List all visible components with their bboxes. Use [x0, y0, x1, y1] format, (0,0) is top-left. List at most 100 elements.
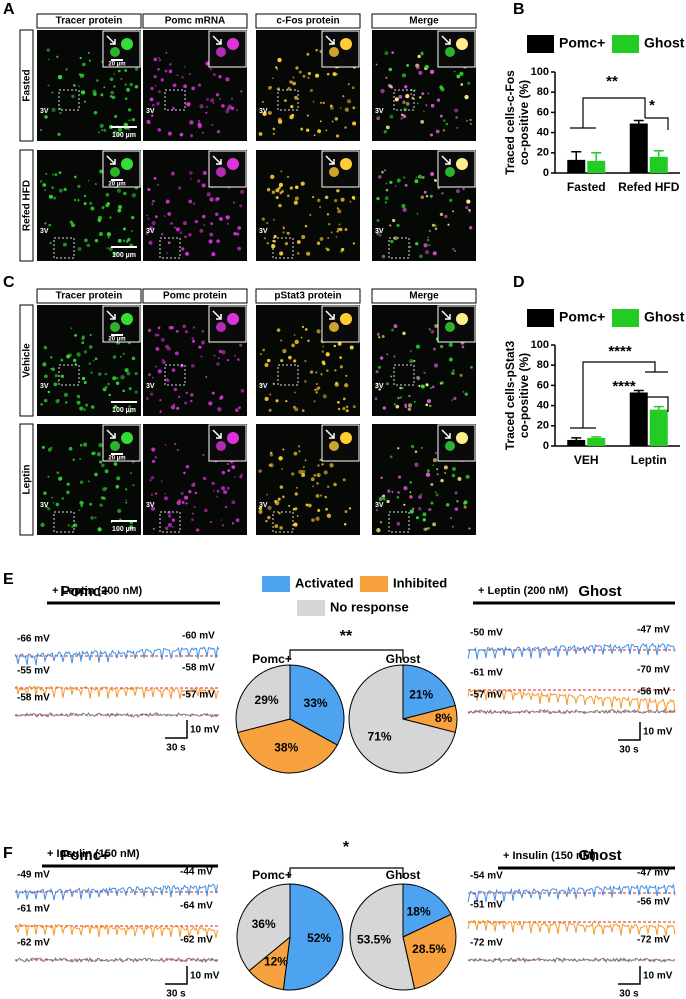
cell — [150, 392, 154, 396]
cell — [428, 508, 432, 512]
cell — [201, 183, 206, 188]
cell — [60, 358, 64, 362]
cell — [340, 197, 345, 202]
cell — [381, 254, 386, 259]
cell — [321, 360, 325, 364]
cell — [219, 216, 223, 221]
cell — [51, 367, 55, 371]
cell — [47, 507, 51, 511]
trace — [14, 883, 218, 901]
cell — [221, 524, 224, 527]
cell — [57, 74, 63, 80]
roi — [159, 237, 181, 259]
cell — [453, 396, 457, 401]
cell — [399, 396, 403, 399]
cell — [106, 247, 109, 250]
cell — [221, 350, 226, 355]
cell — [194, 491, 198, 495]
cell — [57, 399, 60, 401]
cell — [307, 503, 312, 508]
cell — [312, 100, 315, 103]
cell — [199, 228, 204, 233]
cell — [86, 243, 91, 248]
cell — [271, 190, 276, 194]
cell — [403, 176, 406, 179]
cell — [260, 353, 262, 356]
cell — [92, 89, 97, 95]
cell — [466, 199, 471, 204]
inset-cell — [340, 158, 352, 170]
voltage-scale: 10 mV — [643, 971, 673, 982]
cell — [386, 382, 389, 386]
legend-swatch — [612, 309, 639, 327]
roi — [164, 89, 186, 111]
cell — [210, 222, 214, 225]
cell — [282, 495, 285, 499]
cell — [87, 480, 90, 483]
treatment-label: + Leptin (200 nM) — [478, 585, 568, 597]
cell — [292, 405, 296, 409]
cell — [113, 404, 118, 409]
pie-title: Pomc+ — [252, 868, 292, 882]
cell — [155, 215, 158, 219]
cell — [175, 227, 180, 232]
cell — [167, 522, 172, 527]
cell — [300, 127, 304, 131]
cell — [336, 230, 339, 233]
cell — [44, 374, 48, 379]
cell — [298, 450, 301, 453]
cell — [74, 175, 77, 179]
cell — [109, 77, 114, 81]
cell — [82, 62, 86, 67]
cell — [83, 350, 88, 354]
cell — [131, 193, 137, 198]
cell — [307, 339, 310, 343]
cell — [158, 58, 162, 62]
bar — [587, 437, 606, 446]
cell — [421, 92, 425, 96]
cell — [116, 528, 119, 531]
cell — [468, 527, 471, 530]
cell — [168, 69, 173, 74]
cell — [131, 117, 136, 122]
cell — [85, 403, 89, 407]
cell — [405, 102, 410, 106]
cell — [124, 69, 128, 72]
y-axis-label-line: Traced cells-pStat3 — [503, 340, 517, 450]
cell — [380, 476, 383, 480]
cell — [83, 100, 86, 103]
cell — [386, 499, 390, 504]
cell — [47, 390, 51, 394]
cell — [427, 399, 431, 404]
cell — [46, 48, 50, 52]
cell — [211, 124, 214, 127]
legend-label: Ghost — [644, 35, 685, 51]
cell — [159, 410, 162, 413]
cell — [396, 223, 400, 228]
roi — [388, 511, 410, 533]
roi — [164, 364, 186, 386]
trace-end-label: -72 mV — [637, 935, 670, 946]
cell — [282, 448, 285, 451]
trace-start-label: -49 mV — [17, 870, 50, 881]
cell — [146, 119, 151, 124]
cell — [430, 386, 433, 390]
cell — [74, 333, 77, 337]
cell — [191, 86, 196, 91]
cell — [66, 490, 70, 495]
cell — [192, 326, 196, 329]
group-title: Pomc+ — [60, 847, 110, 864]
cell — [216, 495, 219, 498]
cell — [236, 109, 239, 112]
cell — [419, 254, 423, 259]
cell — [326, 485, 330, 489]
inset-cell — [340, 313, 352, 325]
cell — [434, 363, 439, 368]
cell — [192, 339, 196, 343]
legend-label: No response — [330, 599, 409, 614]
cell — [468, 209, 471, 212]
cell — [221, 470, 226, 475]
cell — [305, 503, 309, 507]
cell — [235, 518, 240, 523]
cell — [454, 249, 457, 252]
